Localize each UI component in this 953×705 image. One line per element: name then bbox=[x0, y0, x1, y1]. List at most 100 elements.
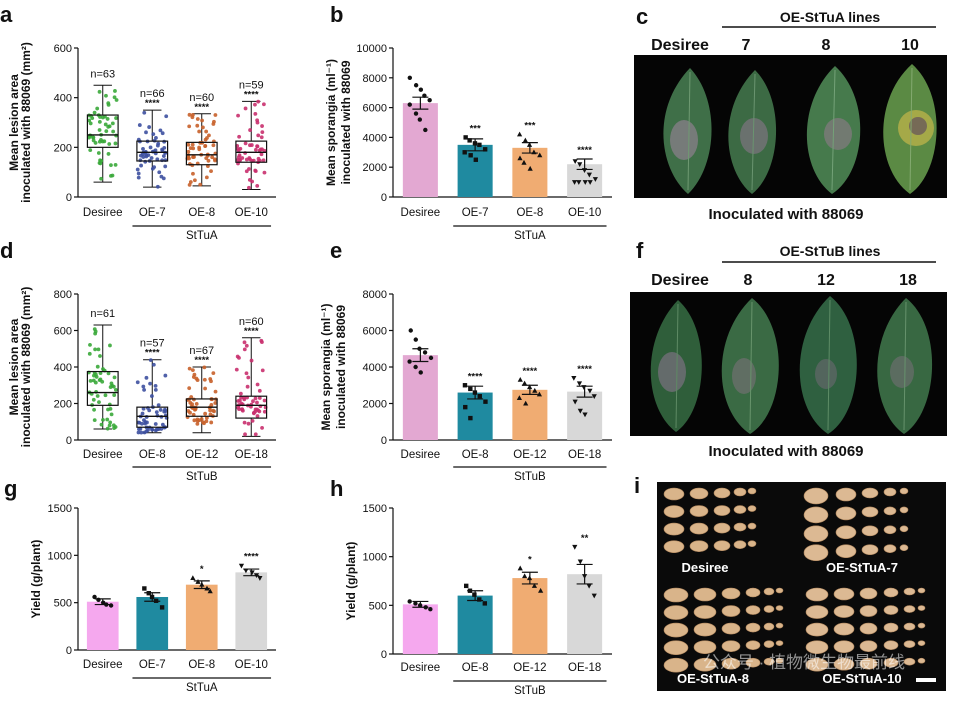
y-tick-label: 200 bbox=[54, 399, 72, 411]
data-point bbox=[187, 112, 192, 117]
tuber bbox=[833, 622, 855, 636]
leaf-c-7 bbox=[728, 70, 777, 194]
data-point bbox=[213, 389, 218, 394]
data-point bbox=[468, 415, 473, 421]
data-point bbox=[407, 359, 412, 364]
bar-group-2 bbox=[512, 565, 548, 654]
tuber bbox=[663, 522, 685, 536]
n-label: n=63 bbox=[90, 68, 115, 80]
data-point bbox=[213, 401, 218, 405]
data-point bbox=[256, 99, 261, 104]
leaf-f-desiree bbox=[650, 300, 702, 432]
data-point bbox=[418, 370, 423, 375]
y-tick-label: 200 bbox=[54, 142, 72, 154]
box-2 bbox=[185, 112, 218, 187]
data-point bbox=[137, 123, 142, 127]
data-point bbox=[113, 89, 117, 93]
tuber bbox=[745, 605, 761, 615]
data-point bbox=[91, 135, 96, 140]
data-point bbox=[464, 583, 469, 589]
data-point bbox=[97, 119, 102, 124]
data-point bbox=[204, 156, 209, 161]
data-point bbox=[144, 375, 149, 380]
data-point bbox=[209, 169, 213, 174]
data-point bbox=[163, 373, 168, 378]
tuber bbox=[733, 540, 747, 549]
data-point bbox=[253, 573, 260, 579]
y-tick-label: 1500 bbox=[363, 503, 387, 515]
tuber bbox=[733, 487, 747, 497]
data-point bbox=[149, 594, 155, 600]
data-point bbox=[106, 371, 111, 376]
data-point bbox=[572, 544, 578, 550]
data-point bbox=[238, 391, 243, 396]
data-point bbox=[157, 427, 162, 431]
tuber bbox=[733, 505, 747, 514]
data-point bbox=[195, 378, 200, 383]
x-tick-label: Desiree bbox=[83, 207, 123, 219]
data-point bbox=[253, 396, 258, 401]
data-point bbox=[109, 412, 114, 417]
scale-bar bbox=[916, 678, 936, 682]
data-point bbox=[237, 158, 242, 162]
data-point bbox=[243, 106, 248, 111]
data-point bbox=[103, 122, 108, 127]
bar bbox=[457, 595, 493, 654]
box-3 bbox=[235, 99, 268, 191]
data-point bbox=[262, 170, 267, 175]
data-point bbox=[208, 408, 212, 413]
bar bbox=[567, 574, 603, 654]
tuber bbox=[833, 587, 855, 601]
data-point bbox=[189, 395, 194, 399]
tuber bbox=[721, 657, 741, 670]
significance-stars: **** bbox=[145, 98, 160, 109]
tuber bbox=[835, 544, 857, 559]
data-point bbox=[413, 111, 419, 116]
data-point bbox=[136, 175, 141, 180]
data-point bbox=[257, 388, 262, 393]
data-point bbox=[472, 390, 478, 395]
tuber bbox=[693, 640, 717, 654]
tuber bbox=[899, 487, 909, 495]
tuber bbox=[835, 487, 857, 502]
x-tick-label: OE-8 bbox=[462, 449, 489, 461]
data-point bbox=[246, 185, 251, 190]
data-point bbox=[205, 136, 209, 140]
data-point bbox=[112, 393, 117, 397]
y-tick-label: 400 bbox=[54, 93, 72, 105]
y-tick-label: 0 bbox=[381, 649, 387, 661]
tuber bbox=[883, 544, 897, 554]
tuber bbox=[859, 657, 878, 670]
group-label: StTuB bbox=[514, 685, 546, 697]
data-point bbox=[213, 113, 218, 117]
tuber-group-1 bbox=[803, 487, 909, 562]
data-point bbox=[428, 355, 434, 361]
header-oe-sttub-lines: OE-StTuB lines bbox=[780, 243, 881, 259]
tuber bbox=[883, 506, 897, 516]
data-point bbox=[187, 366, 192, 371]
box-iqr bbox=[185, 141, 218, 166]
panel-letter-b: b bbox=[330, 2, 343, 27]
data-point bbox=[211, 408, 216, 413]
data-point bbox=[190, 115, 195, 120]
bar bbox=[512, 578, 548, 654]
data-point bbox=[99, 176, 104, 181]
y-tick-label: 0 bbox=[66, 435, 72, 447]
significance-stars: **** bbox=[522, 366, 537, 377]
data-point bbox=[160, 131, 165, 136]
data-point bbox=[586, 583, 592, 589]
bar-group-3 bbox=[235, 563, 268, 650]
data-point bbox=[244, 343, 249, 348]
leaf-f-12 bbox=[799, 296, 857, 434]
y-tick-label: 4000 bbox=[363, 362, 387, 374]
data-point bbox=[98, 371, 103, 376]
data-point bbox=[92, 110, 97, 115]
data-point bbox=[527, 165, 533, 171]
data-point bbox=[253, 409, 257, 414]
data-point bbox=[576, 180, 582, 185]
data-point bbox=[253, 432, 258, 437]
y-tick-label: 1500 bbox=[48, 503, 72, 515]
data-point bbox=[99, 138, 103, 142]
data-point bbox=[113, 387, 118, 392]
x-tick-label: Desiree bbox=[83, 449, 123, 461]
